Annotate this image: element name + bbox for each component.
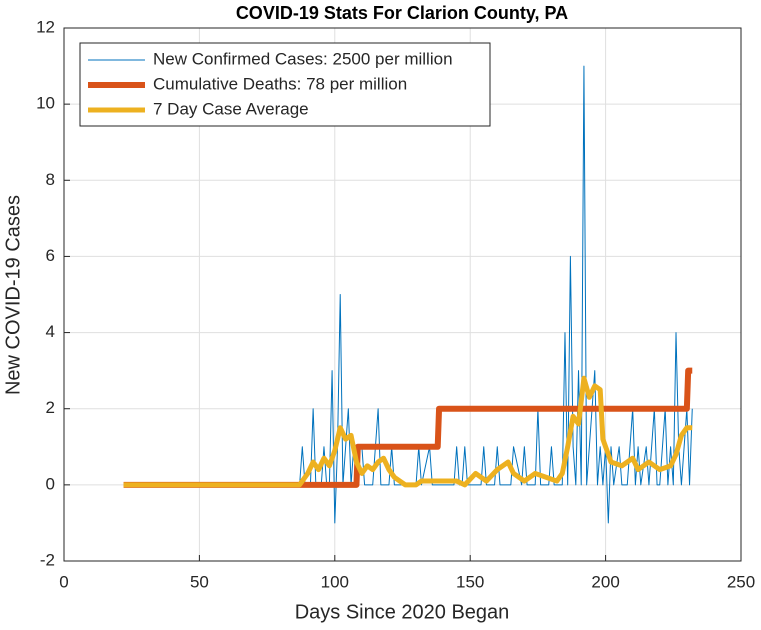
y-tick-label: 4: [46, 322, 55, 341]
legend-box: [79, 42, 491, 127]
y-tick-label: -2: [40, 550, 55, 569]
legend: New Confirmed Cases: 2500 per million Cum…: [79, 42, 491, 127]
legend-label: 7 Day Case Average: [153, 99, 309, 118]
series-line: [123, 367, 693, 488]
chart-title: COVID-19 Stats For Clarion County, PA: [236, 3, 568, 23]
legend-label: Cumulative Deaths: 78 per million: [153, 74, 407, 93]
y-tick-label: 10: [36, 94, 55, 113]
x-axis-label: Days Since 2020 Began: [295, 601, 510, 623]
y-tick-label: 0: [46, 474, 55, 493]
y-tick-label: 2: [46, 398, 55, 417]
x-tick-label: 50: [190, 572, 209, 591]
x-tick-label: 100: [321, 572, 349, 591]
plot-frame: [63, 27, 742, 562]
x-tick-label: 0: [59, 572, 68, 591]
series-line: [123, 65, 693, 524]
y-tick-label: 12: [36, 17, 55, 36]
y-axis-label: New COVID-19 Cases: [2, 195, 24, 395]
x-tick-label: 200: [591, 572, 619, 591]
series-line: [123, 375, 693, 488]
y-tick-label: 8: [46, 170, 55, 189]
x-tick-label: 150: [456, 572, 484, 591]
y-tick-label: 6: [46, 246, 55, 265]
x-tick-label: 250: [727, 572, 755, 591]
legend-label: New Confirmed Cases: 2500 per million: [153, 49, 453, 68]
